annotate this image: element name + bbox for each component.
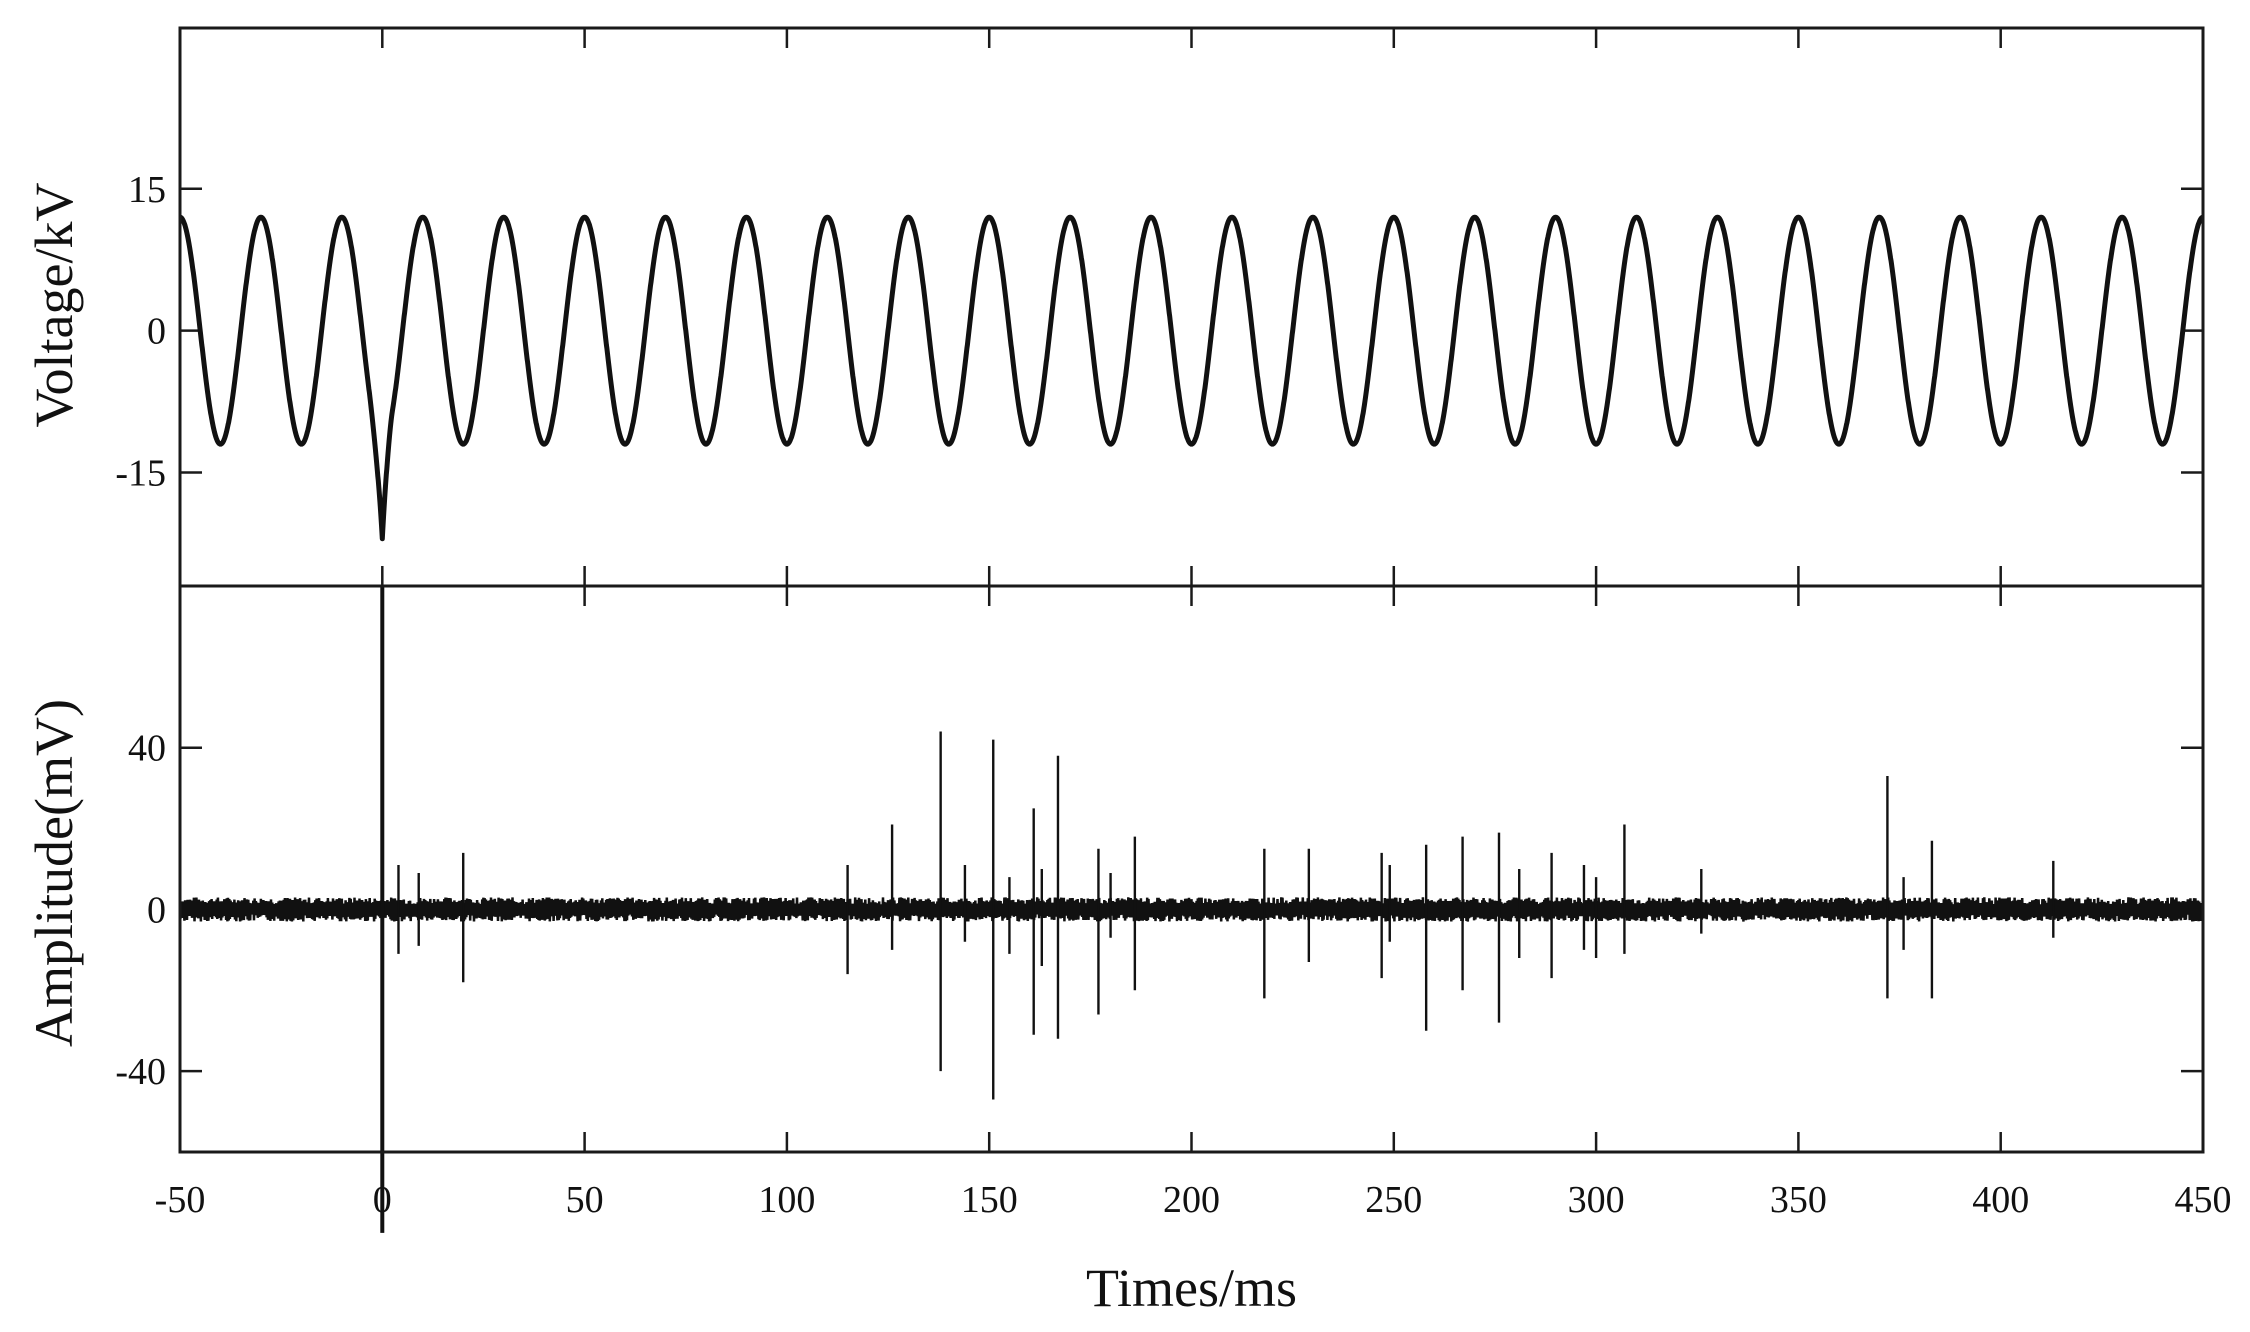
voltage-plot-frame [178,26,2205,588]
amplitude-spike-group [380,586,2055,1233]
amplitude-plot-frame [178,584,2205,1154]
amplitude-plot: 400-40 Amplitude(mV) [24,586,2205,1233]
voltage-tick-group: 15 0 -15 [115,28,2205,1152]
voltage-plot: 15 0 -15 Voltage/kV [24,28,2206,1152]
amplitude-ytick-label: -40 [115,1051,166,1093]
voltage-ytick-label: -15 [115,453,166,495]
x-tick-label-group: -50 0 50 100 150 200 250 300 350 400 450 [155,1179,2232,1221]
x-tick-label: 0 [373,1179,392,1221]
amplitude-noise-trace [178,897,2205,922]
x-tick-label: 400 [1972,1179,2029,1221]
x-tick-label: 350 [1770,1179,1827,1221]
x-tick-label: 150 [961,1179,1018,1221]
x-axis-title: Times/ms [1086,1258,1297,1318]
amplitude-ytick-label: 40 [128,728,166,770]
x-tick-label: 450 [2175,1179,2232,1221]
amplitude-tick-group: 40 0 -40 [115,728,2203,1093]
x-tick-label: 50 [566,1179,604,1221]
x-tick-label: 200 [1163,1179,1220,1221]
amplitude-ytick-label: 0 [147,889,166,931]
x-tick-label: 250 [1365,1179,1422,1221]
amplitude-axis-title: Amplitude(mV) [24,699,84,1047]
voltage-waveform [177,214,2206,542]
x-tick-label: -50 [155,1179,206,1221]
voltage-axis-title: Voltage/kV [24,183,84,428]
voltage-ytick-label: 15 [128,169,166,211]
x-tick-label: 300 [1568,1179,1625,1221]
voltage-ytick-label: 0 [147,311,166,353]
x-tick-label: 100 [758,1179,815,1221]
